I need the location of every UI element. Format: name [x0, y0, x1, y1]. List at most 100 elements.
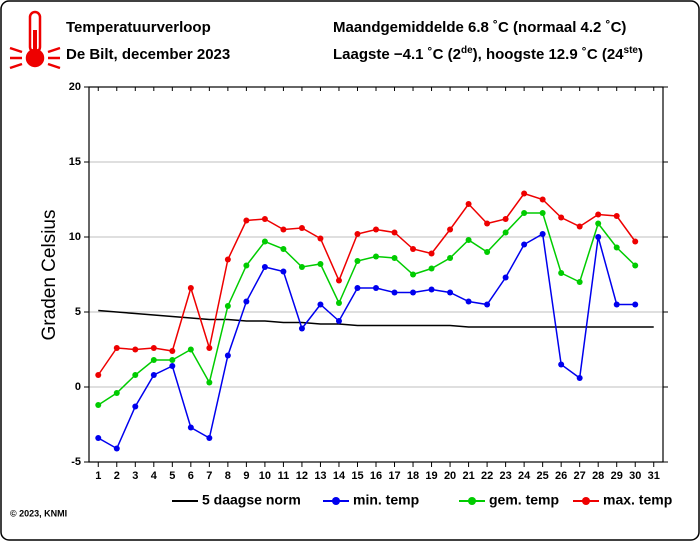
point [613, 301, 620, 308]
point [132, 403, 139, 410]
series-line [98, 309, 654, 328]
point [132, 346, 139, 353]
x-tick-label: 22 [481, 470, 493, 482]
point [595, 234, 602, 240]
point [558, 361, 565, 368]
point [335, 318, 342, 324]
point [298, 225, 305, 231]
y-axis-label: Graden Celsius [39, 210, 60, 341]
point [132, 372, 139, 378]
point [169, 348, 176, 354]
point [502, 216, 509, 222]
point [613, 213, 620, 219]
x-tick-label: 7 [206, 470, 212, 482]
x-tick-label: 17 [388, 470, 400, 482]
x-tick-label: 24 [518, 470, 531, 482]
point [150, 357, 157, 363]
point [187, 424, 194, 431]
x-tick-label: 30 [629, 470, 641, 482]
point [484, 249, 491, 255]
legend-label: 5 daagse norm [202, 492, 301, 508]
legend-marker [582, 497, 590, 505]
y-tick-label: 15 [69, 156, 81, 168]
point [576, 279, 583, 285]
point [465, 237, 472, 243]
x-tick-label: 6 [188, 470, 194, 482]
legend-marker [332, 497, 340, 505]
point [521, 210, 528, 216]
point [373, 285, 379, 291]
point [298, 325, 305, 332]
x-tick-label: 18 [407, 470, 419, 482]
point [354, 285, 361, 291]
text-part: ) [638, 46, 643, 63]
point [447, 226, 454, 233]
point [317, 301, 324, 308]
point [410, 246, 417, 252]
point [280, 226, 287, 233]
y-tick-label: -5 [71, 456, 81, 468]
series-line [97, 212, 636, 406]
point [613, 244, 620, 251]
point [95, 372, 102, 378]
point [502, 229, 509, 236]
point [502, 274, 509, 281]
text-part: Laagste −4.1 ˚C (2 [333, 46, 461, 63]
point [465, 298, 472, 305]
point [206, 435, 213, 441]
point [447, 289, 454, 296]
point [558, 270, 565, 276]
x-tick-label: 16 [370, 470, 382, 482]
point [113, 445, 120, 452]
point [150, 345, 157, 351]
point [95, 402, 102, 408]
x-tick-label: 28 [592, 470, 604, 482]
point [484, 301, 491, 308]
x-tick-label: 3 [132, 470, 138, 482]
x-tick-label: 14 [333, 470, 346, 482]
text-part: ), hoogste 12.9 ˚C (24 [473, 46, 625, 63]
point [206, 379, 213, 386]
x-tick-label: 23 [499, 470, 511, 482]
info-line-2: Laagste −4.1 ˚C (2de), hoogste 12.9 ˚C (… [333, 45, 643, 63]
point [169, 357, 176, 363]
point [539, 231, 546, 237]
x-tick-label: 29 [611, 470, 623, 482]
x-tick-label: 5 [169, 470, 175, 482]
point [224, 352, 231, 359]
point [521, 241, 528, 248]
point [410, 289, 417, 296]
point [428, 265, 435, 272]
point [539, 210, 546, 216]
point [224, 303, 231, 309]
point [95, 435, 102, 441]
point [317, 235, 324, 242]
point [465, 201, 472, 207]
point [113, 390, 120, 396]
x-tick-label: 13 [314, 470, 326, 482]
point [280, 268, 287, 275]
x-tick-label: 8 [225, 470, 231, 482]
y-tick-label: 10 [69, 231, 81, 243]
legend-label: max. temp [603, 492, 672, 508]
point [410, 271, 417, 278]
credit: © 2023, KNMI [10, 508, 67, 518]
x-tick-label: 19 [425, 470, 437, 482]
point [150, 372, 157, 378]
info-line-1: Maandgemiddelde 6.8 ˚C (normaal 4.2 ˚C) [333, 19, 626, 36]
point [595, 220, 602, 227]
point [632, 262, 639, 269]
point [187, 346, 194, 353]
title: Temperatuurverloop [66, 19, 211, 36]
point [113, 345, 120, 351]
superscript: de [461, 45, 473, 56]
x-tick-label: 12 [296, 470, 308, 482]
point [373, 226, 379, 233]
plot-border [88, 86, 664, 463]
x-tick-label: 11 [278, 470, 290, 482]
point [428, 286, 435, 293]
point [280, 246, 287, 252]
y-tick-label: 0 [75, 381, 81, 393]
point [373, 253, 379, 260]
point [632, 238, 639, 245]
